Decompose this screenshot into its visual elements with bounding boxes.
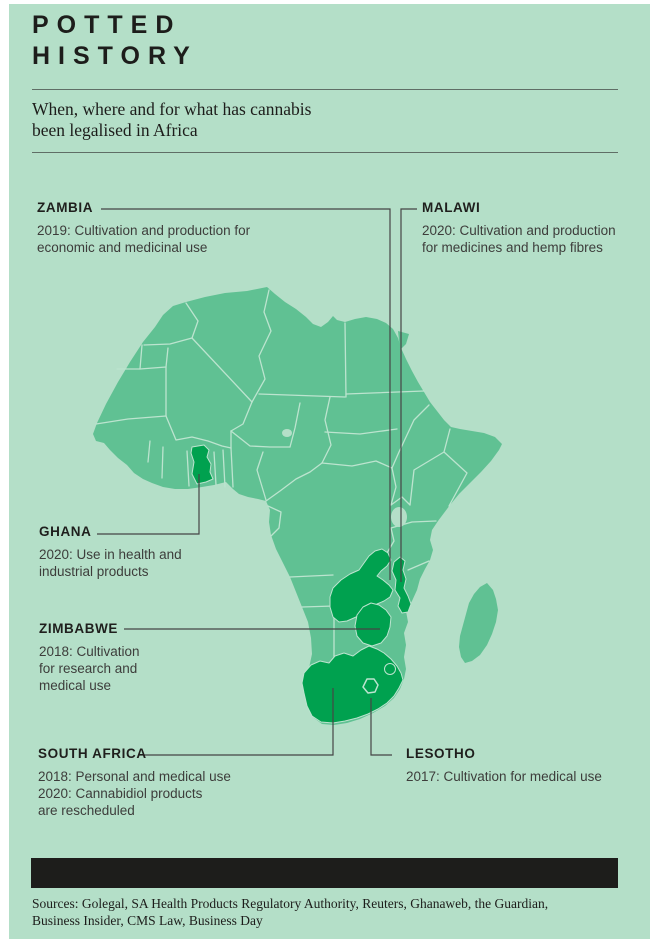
title-line-1: POTTED — [32, 11, 182, 39]
callout-zimbabwe-text-3: medical use — [39, 678, 112, 693]
callout-zimbabwe-text-1: 2018: Cultivation — [39, 644, 140, 659]
callout-malawi: MALAWI 2020: Cultivation and production … — [422, 200, 616, 256]
callout-lines — [97, 208, 417, 756]
callout-south-africa: SOUTH AFRICA 2018: Personal and medical … — [38, 746, 231, 819]
country-label-zambia: ZAMBIA — [37, 200, 94, 215]
callout-malawi-text-1: 2020: Cultivation and production — [422, 223, 616, 238]
callout-line-zambia — [101, 208, 391, 580]
country-eswatini — [384, 663, 396, 675]
lake-chad — [282, 429, 292, 437]
country-malawi — [391, 556, 412, 614]
callout-south-africa-text-1: 2018: Personal and medical use — [38, 769, 231, 784]
country-label-south-africa: SOUTH AFRICA — [38, 746, 147, 761]
sources-line-1: Sources: Golegal, SA Health Products Reg… — [32, 896, 549, 911]
lake-victoria — [391, 507, 407, 527]
callout-line-malawi — [400, 208, 417, 582]
callout-ghana-text-1: 2020: Use in health and — [39, 547, 182, 562]
subtitle-line-1: When, where and for what has cannabis — [32, 99, 312, 119]
country-ghana — [190, 444, 214, 485]
country-label-malawi: MALAWI — [422, 200, 481, 215]
callout-zambia: ZAMBIA 2019: Cultivation and production … — [37, 200, 250, 256]
country-label-lesotho: LESOTHO — [406, 746, 476, 761]
callout-line-south-africa — [138, 688, 334, 756]
divider-bottom — [32, 152, 618, 153]
title-line-2: HISTORY — [32, 42, 198, 70]
callout-ghana-text-2: industrial products — [39, 564, 149, 579]
callout-south-africa-text-2: 2020: Cannabidiol products — [38, 786, 203, 801]
callout-line-ghana — [97, 474, 200, 535]
callout-zambia-text-1: 2019: Cultivation and production for — [37, 223, 251, 238]
country-label-ghana: GHANA — [39, 524, 92, 539]
sources-line-2: Business Insider, CMS Law, Business Day — [32, 913, 263, 928]
sources-text: Sources: Golegal, SA Health Products Reg… — [32, 895, 548, 929]
subtitle-line-2: been legalised in Africa — [32, 120, 198, 140]
country-zimbabwe — [354, 602, 392, 647]
callout-lesotho: LESOTHO 2017: Cultivation for medical us… — [406, 746, 602, 785]
page-subtitle: When, where and for what has cannabis be… — [32, 99, 311, 141]
country-label-zimbabwe: ZIMBABWE — [39, 621, 119, 636]
callout-zambia-text-2: economic and medicinal use — [37, 240, 208, 255]
country-lesotho — [362, 678, 379, 694]
callout-lesotho-text-1: 2017: Cultivation for medical use — [406, 769, 602, 784]
callout-ghana: GHANA 2020: Use in health and industrial… — [39, 524, 182, 580]
callout-line-lesotho — [370, 698, 392, 756]
lakes — [282, 429, 407, 527]
callout-malawi-text-2: for medicines and hemp fibres — [422, 240, 603, 255]
country-borders — [95, 289, 468, 659]
divider-top — [32, 89, 618, 90]
footer-bar — [31, 858, 618, 888]
country-south-africa — [301, 645, 404, 724]
madagascar — [459, 583, 498, 663]
page-title: POTTED HISTORY — [32, 10, 198, 72]
highlighted-countries — [190, 444, 412, 724]
africa-mainland — [93, 287, 502, 725]
callout-zimbabwe-text-2: for research and — [39, 661, 138, 676]
callout-zimbabwe: ZIMBABWE 2018: Cultivation for research … — [39, 621, 140, 694]
callout-south-africa-text-3: are rescheduled — [38, 803, 135, 818]
country-zambia — [329, 548, 394, 623]
